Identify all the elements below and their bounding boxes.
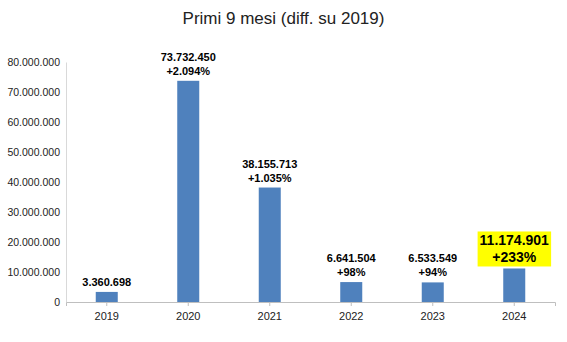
highlight-box [478,231,552,266]
bar [422,282,444,302]
data-label: 73.732.450 [161,51,216,63]
x-tick: 2022 [339,302,363,322]
y-tick: 30.000.000 [7,206,66,218]
x-tick: 2019 [95,302,119,322]
y-tick: 20.000.000 [7,236,66,248]
data-label-group: 38.155.713 +1.035% [242,158,297,184]
x-tick: 2023 [421,302,445,322]
data-label-group: 73.732.450 +2.094% [161,51,216,77]
x-tick-mark [514,302,515,306]
x-tick-mark [269,302,270,306]
y-tick: 80.000.000 [7,56,66,68]
x-tick-mark [188,302,189,306]
x-tick-label: 2024 [502,310,526,322]
y-tick-label: 0 [54,296,60,308]
data-label: 3.360.698 [82,276,131,288]
x-tick-label: 2020 [176,310,200,322]
x-tick-label: 2021 [258,310,282,322]
x-tick-label: 2022 [339,310,363,322]
x-tick: 2020 [176,302,200,322]
bar [503,268,525,302]
x-axis-line [67,303,556,307]
x-tick-label: 2019 [95,310,119,322]
bar [340,282,362,302]
x-tick-mark [351,302,352,306]
x-tick-mark [432,302,433,306]
plot: 0 10.000.000 20.000.000 30.000.000 40.000.00… [7,51,555,322]
title: Primi 9 mesi (diff. su 2019) [183,9,385,28]
chart: Primi 9 mesi (diff. su 2019) 0 10.000.000 2… [0,0,567,342]
y-tick-label: 10.000.000 [7,266,60,278]
y-tick: 70.000.000 [7,86,66,98]
change-label: +1.035% [248,172,292,184]
y-tick-label: 50.000.000 [7,146,60,158]
y-tick-label: 80.000.000 [7,56,60,68]
y-tick-label: 40.000.000 [7,176,60,188]
y-tick: 60.000.000 [7,116,66,128]
change-label: +98% [337,266,366,278]
data-label: 6.641.504 [327,252,377,264]
y-axis: 0 10.000.000 20.000.000 30.000.000 40.000.00… [7,56,66,308]
bars [96,81,526,302]
data-label: 38.155.713 [242,158,297,170]
x-axis: 2019 2020 2021 2022 2023 2024 [67,302,556,322]
y-tick: 0 [54,296,66,308]
bar [259,188,281,302]
y-tick-label: 30.000.000 [7,206,60,218]
y-tick-label: 60.000.000 [7,116,60,128]
change-label: +94% [419,266,448,278]
bar [96,292,118,302]
data-label-group: 6.641.504 +98% [327,252,377,278]
change-label: +2.094% [166,65,210,77]
data-label-group: 3.360.698 [82,276,131,288]
y-tick-label: 70.000.000 [7,86,60,98]
y-tick: 40.000.000 [7,176,66,188]
y-axis-line [66,63,67,303]
x-tick: 2021 [258,302,282,322]
x-tick-label: 2023 [421,310,445,322]
bar [177,81,199,302]
y-tick-label: 20.000.000 [7,236,60,248]
highlight-label: 11.174.901+233% [478,231,552,266]
data-labels: 3.360.698 73.732.450 +2.094% 38.155.713 +1.0… [82,51,551,288]
x-tick-mark [106,302,107,306]
y-tick: 50.000.000 [7,146,66,158]
x-tick: 2024 [502,302,526,322]
change-label: +233% [492,249,537,265]
data-label-group: 6.533.549 +94% [408,252,457,278]
y-tick: 10.000.000 [7,266,66,278]
data-label: 11.174.901 [480,232,550,248]
data-label: 6.533.549 [408,252,457,264]
